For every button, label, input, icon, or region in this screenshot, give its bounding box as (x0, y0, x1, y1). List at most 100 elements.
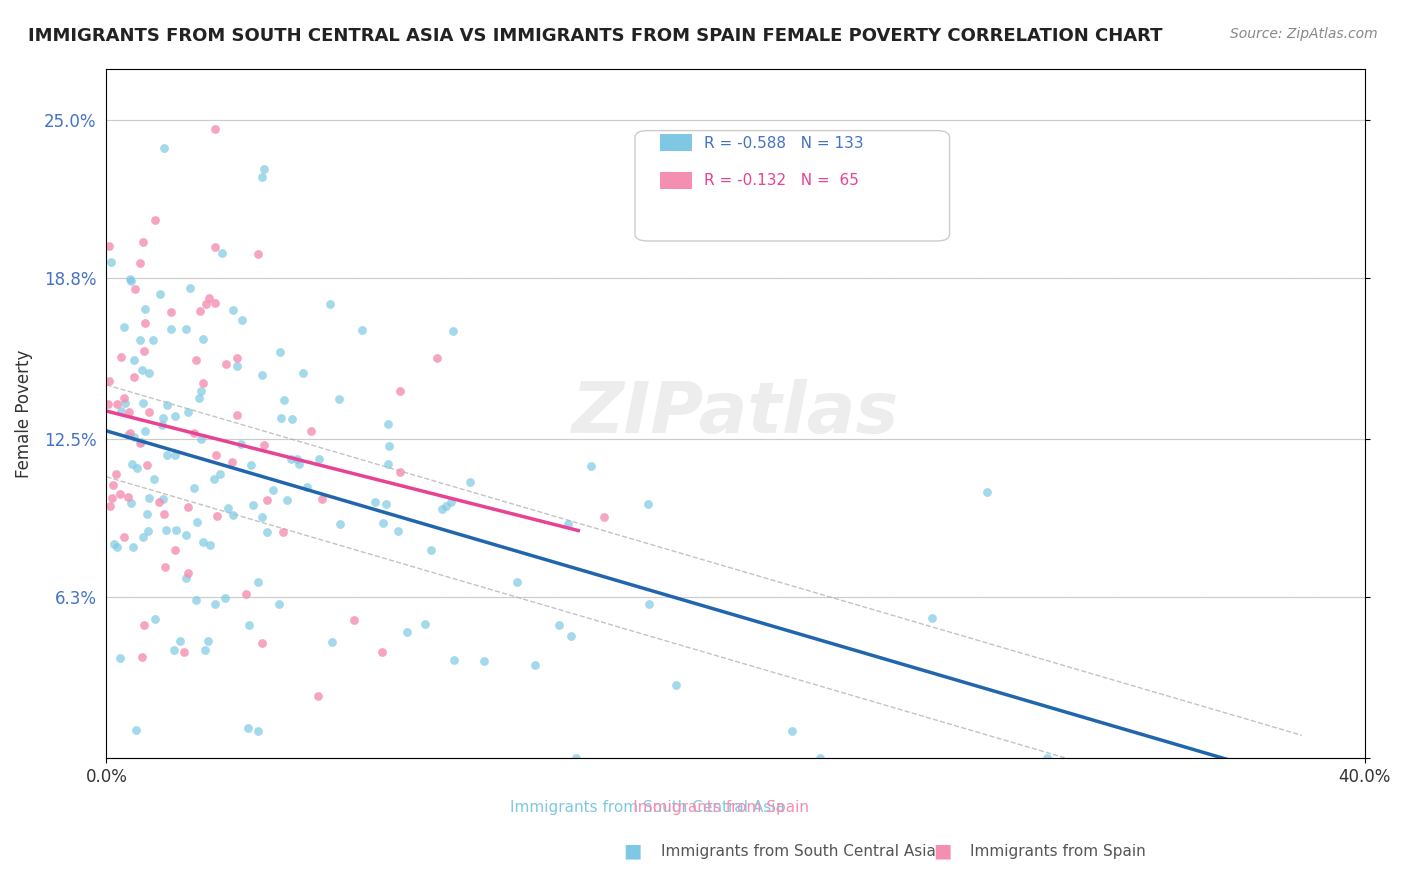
Point (134, 617, 156, 632)
Point (134, 424, 156, 438)
Point (311, 492, 333, 507)
Point (269, 597, 291, 611)
Point (129, 256, 152, 270)
Point (108, 651, 131, 665)
Text: ■: ■ (932, 841, 952, 860)
Point (194, 642, 217, 657)
Point (124, 282, 146, 296)
Point (152, 411, 174, 425)
Point (129, 435, 152, 450)
Point (808, 751, 831, 765)
Point (430, 502, 453, 516)
Point (118, 425, 141, 440)
Point (152, 492, 174, 507)
Point (121, 458, 143, 472)
Point (197, 634, 219, 648)
Point (104, 467, 127, 481)
Point (198, 538, 221, 552)
Point (193, 535, 215, 549)
Point (250, 510, 273, 524)
Point (155, 398, 177, 412)
Point (153, 141, 176, 155)
Bar (661, 172, 692, 189)
Point (292, 366, 315, 380)
Point (250, 636, 273, 650)
Point (214, 591, 236, 605)
Point (136, 507, 159, 521)
Point (307, 689, 329, 703)
Point (637, 497, 659, 511)
Point (131, 650, 153, 665)
Text: R = -0.588   N = 133: R = -0.588 N = 133 (704, 136, 863, 151)
Point (319, 297, 342, 311)
Point (665, 678, 688, 692)
Point (179, 280, 201, 294)
Point (236, 722, 259, 736)
Point (129, 436, 152, 450)
Point (458, 475, 481, 489)
Point (225, 359, 247, 373)
Point (222, 508, 245, 522)
Point (1036, 751, 1059, 765)
Point (505, 575, 527, 590)
Point (112, 530, 135, 544)
Point (222, 302, 245, 317)
Point (321, 635, 343, 649)
Point (276, 493, 298, 508)
Point (138, 491, 160, 506)
Point (188, 304, 211, 318)
Point (250, 368, 273, 382)
Point (108, 487, 131, 501)
Point (132, 235, 155, 250)
Point (221, 454, 243, 468)
Point (253, 438, 276, 452)
Point (177, 566, 200, 581)
Point (150, 417, 173, 432)
Point (557, 516, 579, 531)
Point (105, 397, 128, 411)
Point (134, 316, 156, 330)
Point (100, 254, 122, 268)
Text: Immigrants from South Central Asia: Immigrants from South Central Asia (661, 845, 936, 859)
Point (163, 409, 186, 423)
Point (136, 524, 159, 538)
Point (377, 417, 399, 432)
Point (204, 597, 226, 611)
Point (253, 161, 276, 176)
Text: Immigrants from South Central Asia: Immigrants from South Central Asia (510, 800, 785, 814)
Point (375, 497, 398, 511)
Point (183, 425, 205, 440)
Point (195, 297, 218, 311)
Point (132, 396, 155, 410)
Text: Immigrants from Spain: Immigrants from Spain (486, 800, 808, 814)
Point (110, 404, 132, 418)
Point (350, 323, 373, 337)
Point (343, 613, 366, 627)
Point (217, 501, 239, 516)
Point (238, 618, 260, 632)
Point (565, 751, 588, 765)
Point (183, 481, 205, 495)
Point (117, 490, 139, 504)
Point (190, 384, 212, 398)
Text: ZIPatlas: ZIPatlas (572, 379, 900, 448)
Point (592, 509, 614, 524)
Point (229, 437, 252, 451)
Point (308, 452, 330, 467)
Point (143, 472, 166, 486)
Point (165, 523, 187, 537)
Point (443, 653, 465, 667)
Point (149, 286, 172, 301)
Point (204, 240, 226, 254)
Point (143, 612, 166, 626)
Point (122, 430, 145, 444)
Point (124, 352, 146, 367)
Point (246, 574, 269, 589)
Point (141, 334, 163, 348)
Point (211, 246, 233, 260)
Point (159, 322, 181, 336)
Point (97, 397, 120, 411)
Point (174, 322, 197, 336)
Point (173, 644, 195, 658)
Point (226, 351, 249, 365)
